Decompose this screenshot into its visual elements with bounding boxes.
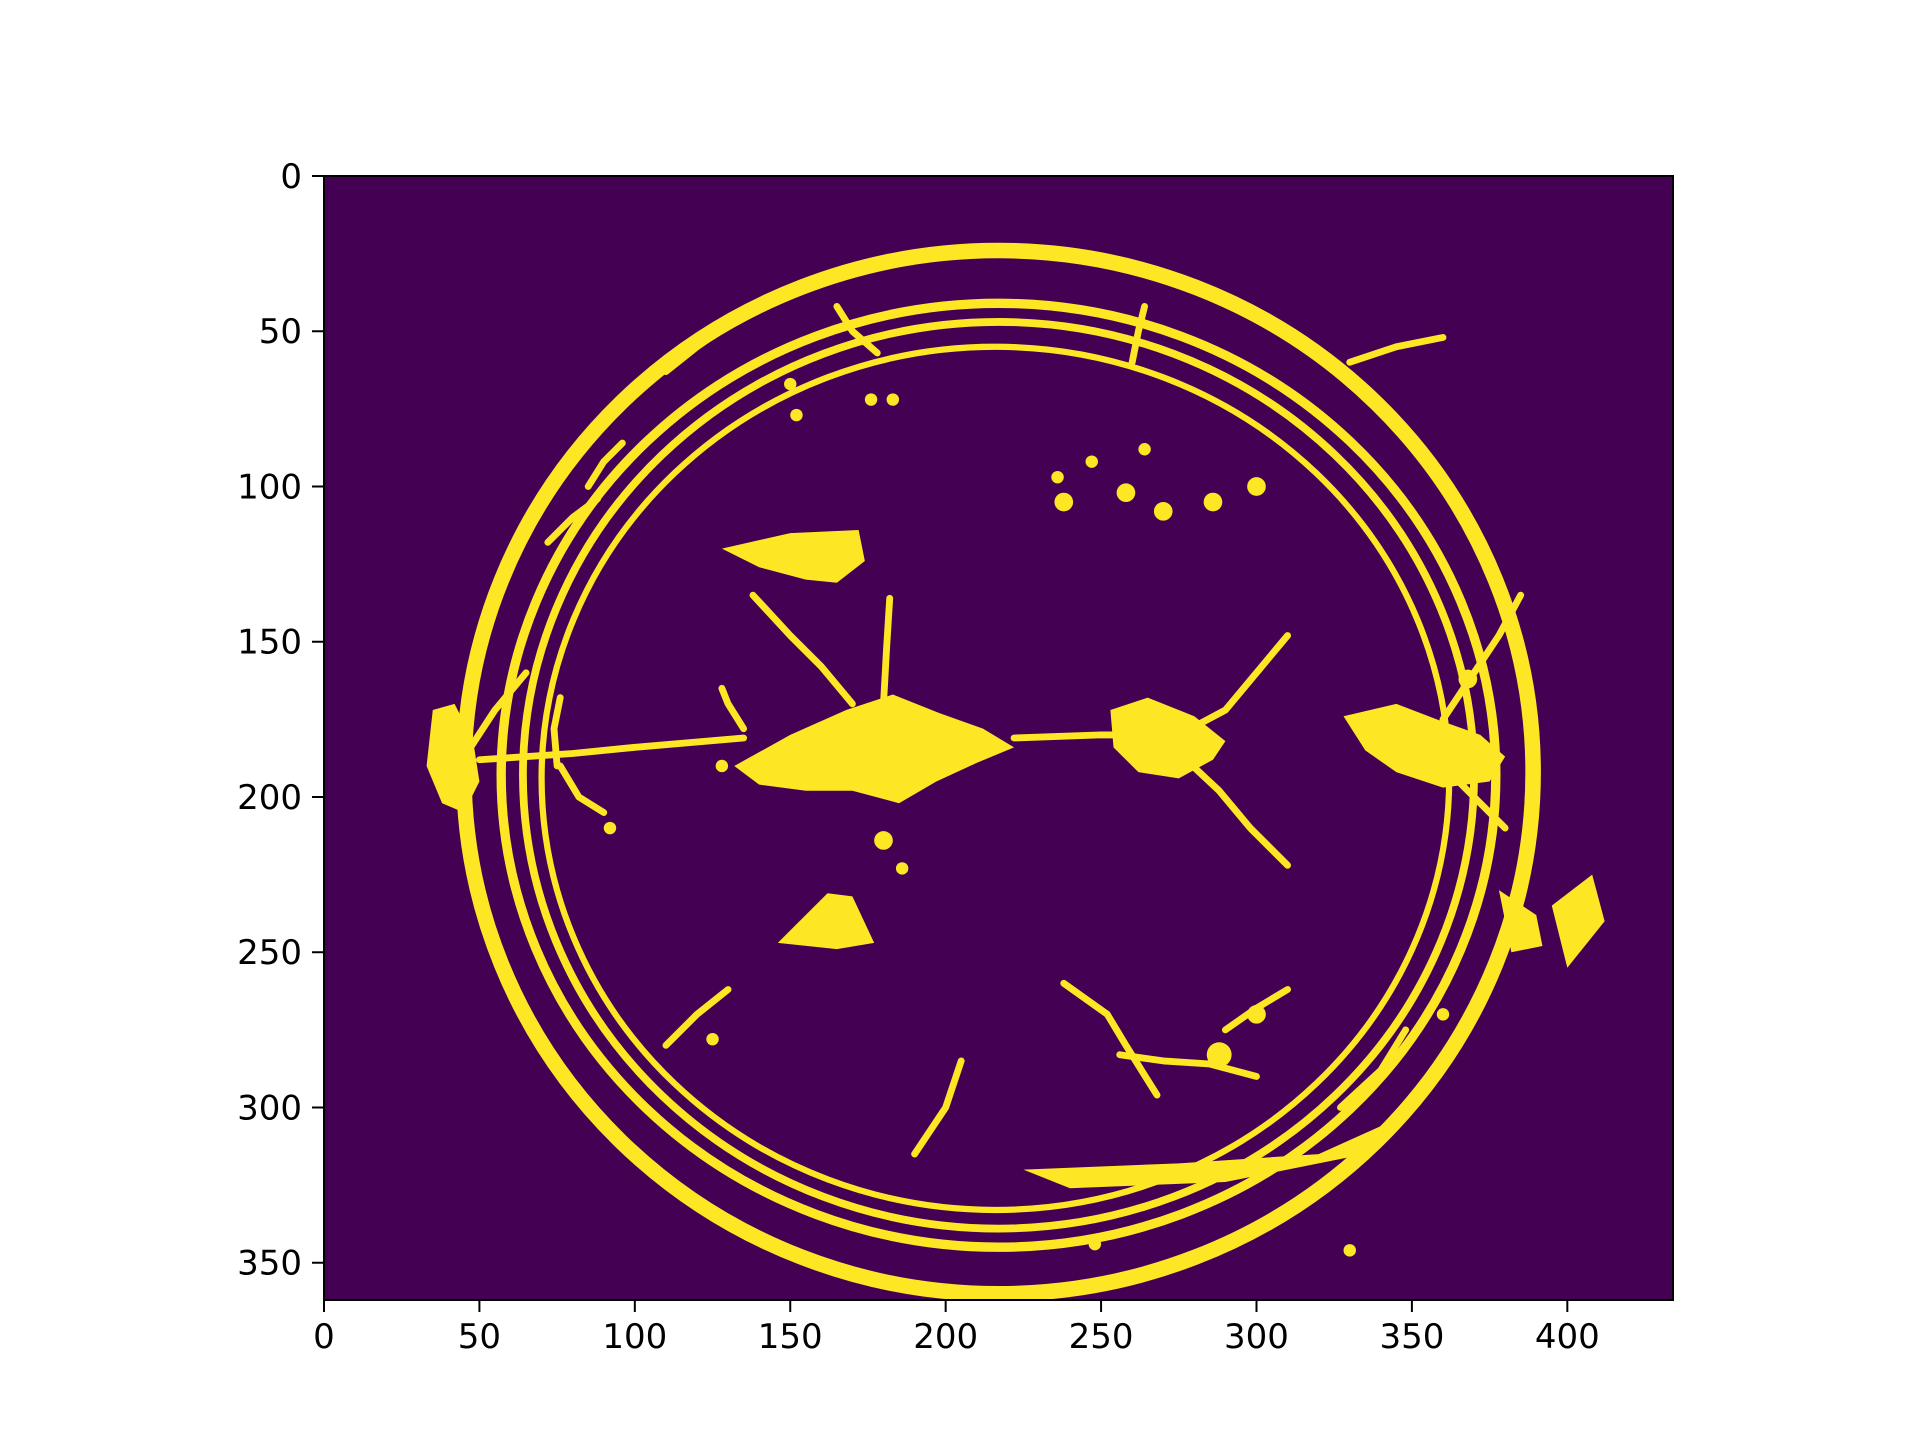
- mask-spot-15: [895, 862, 909, 875]
- mask-region-2: [734, 694, 1015, 804]
- x-tick-label: 0: [313, 1317, 335, 1357]
- mask-spot-9: [886, 393, 900, 406]
- mask-spot-1: [1051, 470, 1064, 484]
- mask-spot-13: [1247, 1005, 1266, 1024]
- y-tick-label: 350: [237, 1244, 302, 1284]
- y-tick-label: 300: [237, 1088, 302, 1128]
- mask-region-1: [777, 893, 875, 950]
- x-axis: 0 50 100 150 200 250 300 350 400: [313, 1300, 1600, 1357]
- mask-region-8: [1551, 874, 1605, 968]
- mask-strand-21: [544, 495, 601, 546]
- mask-strand-11: [1439, 762, 1509, 832]
- mask-strand-0: [475, 734, 748, 764]
- mask-strand-17: [662, 986, 732, 1049]
- mask-spot-11: [790, 408, 803, 422]
- mask-strand-3: [1166, 740, 1291, 869]
- mask-spot-5: [1247, 477, 1266, 496]
- y-tick-label: 150: [237, 623, 302, 663]
- mask-strand-7: [556, 762, 608, 816]
- mask-spot-10: [784, 377, 797, 391]
- mask-spot-7: [1138, 443, 1151, 456]
- mask-strand-18: [833, 302, 881, 357]
- mask-strand-6: [550, 694, 564, 770]
- mask-strand-16: [911, 1057, 965, 1158]
- y-tick-label: 50: [259, 312, 302, 352]
- mask-strand-10: [1439, 591, 1525, 723]
- mask-spot-4: [1203, 492, 1223, 512]
- x-tick-label: 100: [602, 1317, 667, 1357]
- x-tick-label: 250: [1069, 1317, 1134, 1357]
- mask-spot-2: [1116, 483, 1136, 503]
- mask-strand-8: [718, 684, 748, 733]
- mask-spot-8: [864, 393, 878, 406]
- y-tick-label: 200: [237, 778, 302, 818]
- y-tick-label: 250: [237, 933, 302, 973]
- mask-region-6: [1498, 890, 1543, 953]
- x-tick-label: 50: [458, 1317, 501, 1357]
- mask-strand-19: [1128, 302, 1149, 366]
- mask-ring-1: [496, 298, 1501, 1252]
- mask-strand-4: [749, 591, 856, 708]
- plot-frame: [323, 175, 1674, 1301]
- mask-strand-2: [1175, 632, 1291, 739]
- mask-spot-3: [1153, 502, 1173, 521]
- mask-spot-22: [1343, 1244, 1356, 1257]
- mask-strand-15: [1336, 1026, 1410, 1111]
- mask-spot-17: [774, 759, 788, 773]
- mask-region-5: [426, 703, 480, 813]
- mask-region-4: [1343, 703, 1506, 788]
- x-tick-label: 400: [1535, 1317, 1600, 1357]
- mask-strand-9: [444, 669, 530, 785]
- x-tick-label: 150: [758, 1317, 823, 1357]
- y-axis: 0 50 100 150 200 250 300 350: [237, 157, 324, 1284]
- mask-strand-13: [1116, 1051, 1260, 1080]
- x-tick-label: 200: [913, 1317, 978, 1357]
- heatmap-image: [324, 176, 1673, 1300]
- mask-spot-19: [706, 1032, 719, 1046]
- y-tick-label: 0: [280, 157, 302, 197]
- mask-spot-16: [715, 759, 729, 773]
- mask-spot-18: [1458, 669, 1478, 689]
- x-tick-label: 350: [1379, 1317, 1444, 1357]
- mask-spot-20: [603, 821, 617, 835]
- mask-region-7: [1023, 1126, 1381, 1189]
- mask-strand-20: [1346, 334, 1447, 366]
- mask-strand-5: [880, 594, 894, 708]
- mask-region-0: [721, 529, 865, 583]
- mask-spot-21: [1436, 1008, 1450, 1021]
- x-tick-label: 300: [1224, 1317, 1289, 1357]
- mask-strand-12: [1060, 979, 1161, 1099]
- mask-spot-14: [874, 831, 893, 850]
- mask-strand-23: [584, 439, 626, 490]
- mask-strand-22: [662, 321, 732, 376]
- mask-strand-1: [1010, 731, 1183, 742]
- mask-spot-23: [1088, 1237, 1102, 1251]
- mask-spot-6: [1085, 455, 1098, 468]
- mask-spot-12: [1206, 1042, 1232, 1068]
- mask-spot-0: [1054, 492, 1074, 512]
- y-tick-label: 100: [237, 467, 302, 507]
